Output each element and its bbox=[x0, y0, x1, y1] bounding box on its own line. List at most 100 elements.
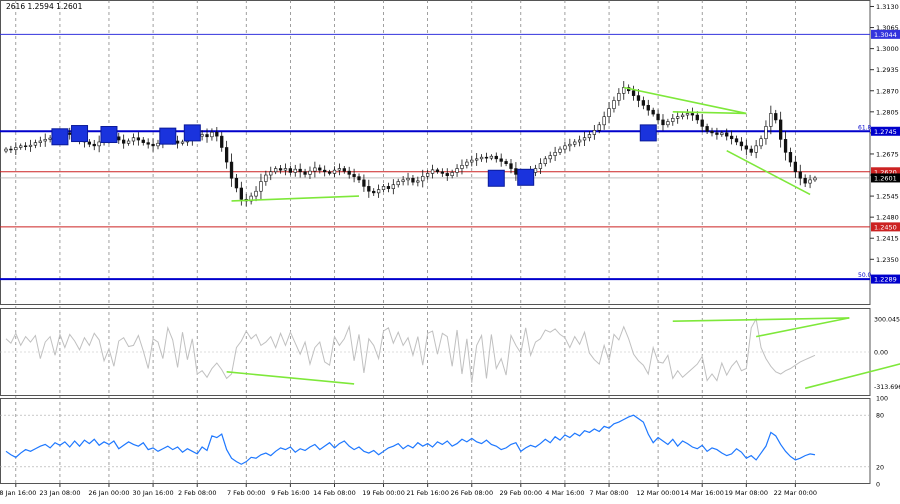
time-tick-label: 21 Feb 16:00 bbox=[406, 489, 449, 497]
candle-body bbox=[577, 139, 582, 143]
candle-body bbox=[406, 177, 410, 181]
candle-body bbox=[514, 168, 518, 175]
candle-body bbox=[533, 168, 538, 173]
candle-body bbox=[793, 161, 798, 173]
candle-body bbox=[229, 161, 234, 179]
candle-body bbox=[146, 142, 150, 145]
candle-body bbox=[475, 158, 479, 161]
price-panel[interactable]: 61.8 50.0 bbox=[0, 33, 872, 281]
candle-body bbox=[352, 174, 356, 177]
candle-body bbox=[362, 179, 366, 187]
candle-body bbox=[788, 152, 793, 163]
time-tick-label: 19 Feb 00:00 bbox=[362, 489, 405, 497]
time-tick-label: 30 Jan 16:00 bbox=[133, 489, 174, 497]
rsi-line bbox=[5, 414, 816, 465]
candle-body bbox=[122, 139, 126, 144]
candle-body bbox=[9, 148, 13, 151]
candle-body bbox=[631, 90, 636, 96]
cci-trend-line bbox=[755, 317, 850, 338]
cci-trend-line bbox=[804, 363, 900, 390]
cci-tick-label: 300.0454 bbox=[874, 316, 900, 323]
candle-body bbox=[367, 186, 371, 192]
rsi-tick-label: 20 bbox=[876, 464, 884, 471]
candle-body bbox=[484, 156, 489, 159]
candle-body bbox=[661, 119, 665, 126]
candle-body bbox=[425, 173, 430, 177]
signal-box bbox=[487, 169, 505, 187]
candle-body bbox=[445, 173, 449, 176]
candle-body bbox=[764, 126, 768, 140]
price-trend-line bbox=[672, 111, 747, 115]
candle-body bbox=[68, 132, 72, 135]
candle-body bbox=[573, 141, 577, 145]
candle-body bbox=[87, 141, 91, 145]
candle-body bbox=[401, 179, 405, 182]
candle-body bbox=[274, 168, 278, 173]
candle-body bbox=[97, 141, 101, 147]
candle-body bbox=[254, 190, 258, 197]
candle-body bbox=[205, 134, 209, 138]
candle-body bbox=[131, 137, 136, 142]
candle-body bbox=[509, 163, 513, 169]
candle-body bbox=[734, 138, 739, 143]
candle-body bbox=[685, 113, 690, 116]
candle-body bbox=[587, 134, 592, 139]
candle-body bbox=[636, 95, 641, 101]
candle-body bbox=[435, 169, 440, 173]
candle-body bbox=[381, 186, 386, 190]
candle-body bbox=[676, 116, 680, 119]
level-price-tag bbox=[871, 126, 900, 136]
level-price-label: 1.2289 bbox=[874, 276, 897, 284]
candle-body bbox=[710, 130, 714, 134]
candle-body bbox=[126, 140, 131, 144]
candle-body bbox=[298, 168, 302, 173]
candle-body bbox=[4, 148, 8, 152]
candle-body bbox=[48, 137, 52, 140]
candle-body bbox=[357, 176, 361, 181]
candle-body bbox=[220, 135, 224, 148]
candle-body bbox=[396, 181, 400, 186]
price-tick-label: 1.3000 bbox=[876, 45, 899, 53]
candle-body bbox=[156, 142, 160, 147]
candle-body bbox=[92, 143, 96, 147]
candle-body bbox=[754, 145, 758, 153]
candle-body bbox=[592, 129, 596, 135]
level-price-label: 1.2745 bbox=[874, 128, 897, 136]
candle-body bbox=[651, 109, 655, 115]
candle-body bbox=[700, 119, 704, 127]
candle-body bbox=[264, 174, 268, 182]
candle-body bbox=[411, 177, 415, 183]
candle-body bbox=[808, 179, 812, 184]
time-tick-label: 22 Mar 00:00 bbox=[774, 489, 817, 497]
cci-tick-label: 0.00 bbox=[874, 350, 888, 357]
price-trend-line bbox=[726, 150, 811, 196]
current-price-label: 1.2601 bbox=[874, 174, 897, 182]
grid bbox=[0, 0, 871, 484]
level-price-tag bbox=[871, 222, 900, 232]
candle-body bbox=[553, 152, 557, 156]
panel-border bbox=[0, 398, 871, 484]
candle-body bbox=[342, 168, 346, 172]
time-tick-label: 14 Mar 16:00 bbox=[681, 489, 724, 497]
candle-body bbox=[23, 145, 28, 147]
candle-body bbox=[323, 169, 327, 173]
candle-body bbox=[151, 143, 155, 147]
time-tick-label: 9 Feb 16:00 bbox=[271, 489, 310, 497]
level-price-label: 1.2450 bbox=[874, 223, 897, 231]
candle-body bbox=[597, 124, 601, 131]
candle-body bbox=[783, 139, 788, 153]
rsi-panel[interactable] bbox=[0, 414, 870, 468]
cci-panel[interactable] bbox=[0, 317, 900, 390]
candle-body bbox=[548, 155, 552, 160]
candle-body bbox=[337, 168, 342, 171]
price-tick-label: 1.3130 bbox=[876, 3, 899, 11]
rsi-tick-label: 0 bbox=[876, 482, 880, 489]
candle-body bbox=[288, 168, 293, 173]
time-tick-label: 26 Jan 00:00 bbox=[88, 489, 129, 497]
rsi-tick-label: 80 bbox=[876, 413, 884, 420]
time-tick-label: 19 Mar 08:00 bbox=[725, 489, 768, 497]
candle-body bbox=[749, 148, 753, 153]
candle-body bbox=[283, 168, 288, 171]
candle-body bbox=[136, 137, 141, 141]
candle-body bbox=[612, 100, 616, 109]
